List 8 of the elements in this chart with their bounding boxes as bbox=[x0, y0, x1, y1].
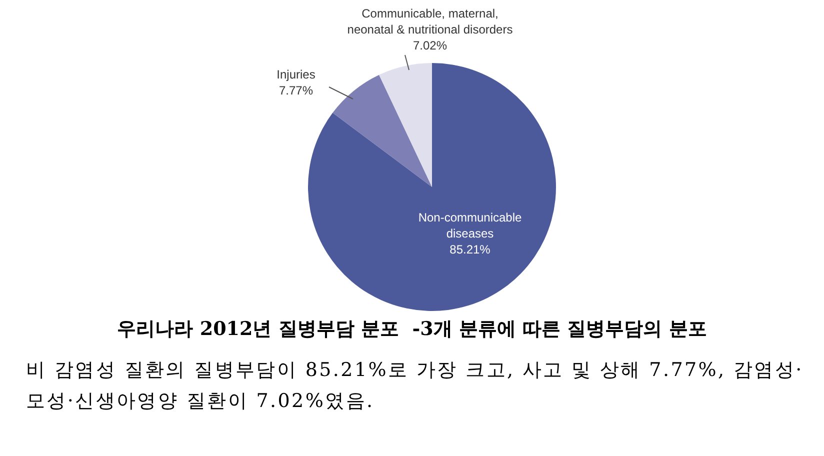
slice-label: Communicable, maternal, neonatal & nutritional disorders bbox=[347, 6, 513, 36]
data-label: 85.21% bbox=[450, 242, 491, 256]
text: 우리나라 2012년 질병부담 분포 -3개 분류에 따른 질병부담의 분포 bbox=[116, 317, 708, 342]
data-label: 7.77% bbox=[278, 83, 314, 98]
slice-label: Injuries bbox=[276, 67, 316, 82]
slice-label: Non-communicable diseases bbox=[418, 210, 522, 240]
text: 비 감염성 질환의 질병부담이 85.21%로 가장 크고, 사고 및 상해 7.77%, 감염성·모성·신생아영양 질환이 7.02%였음. bbox=[26, 358, 804, 414]
data-label: 7.02% bbox=[412, 38, 448, 52]
